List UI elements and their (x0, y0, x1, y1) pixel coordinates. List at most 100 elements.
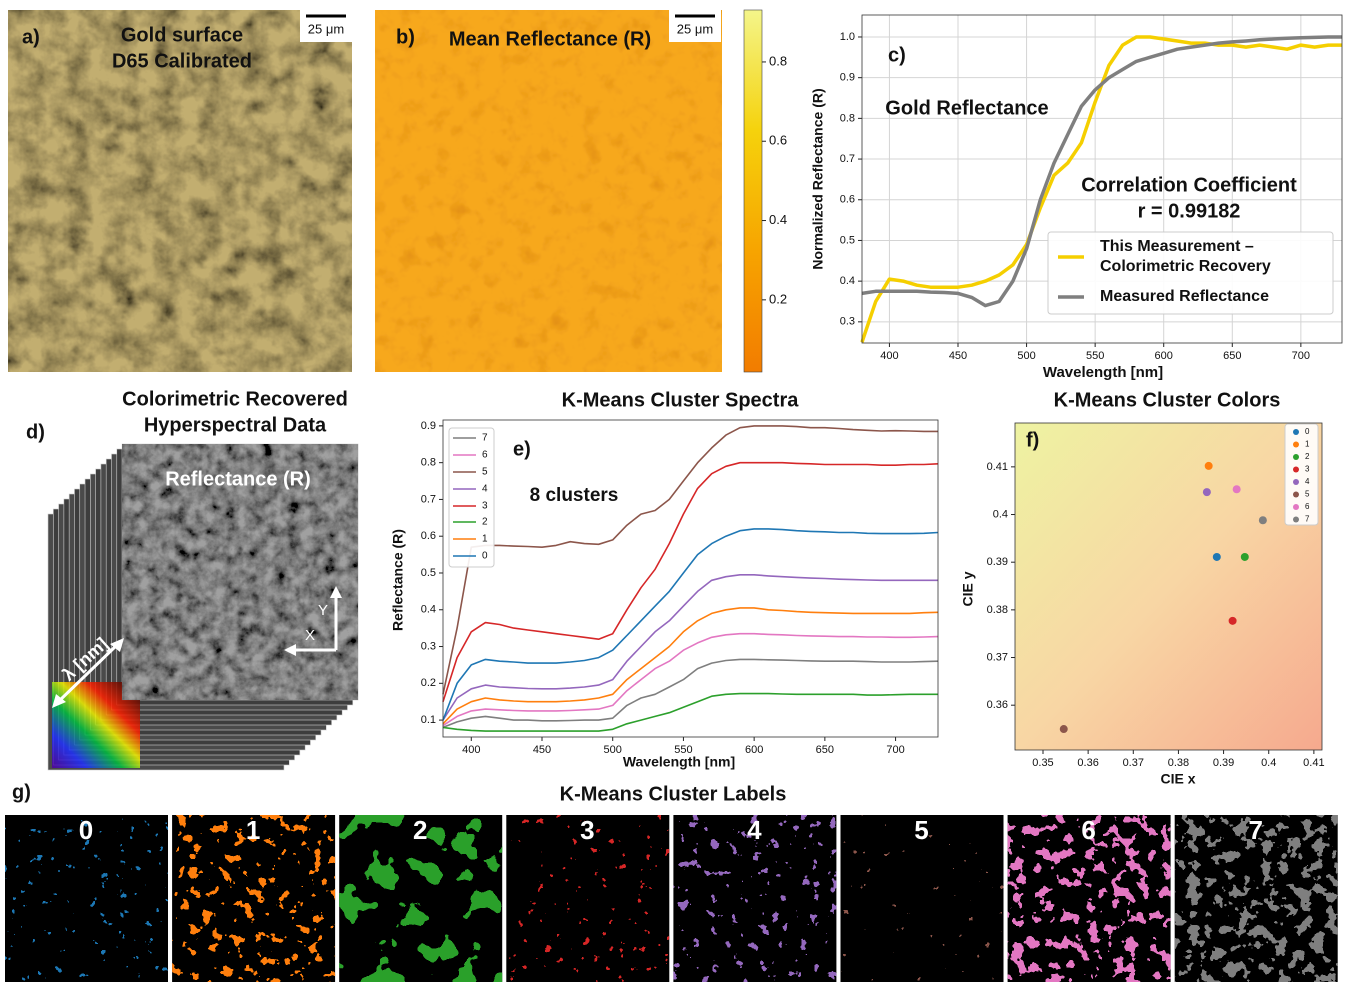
y-tick-label: 0.6 (840, 194, 855, 206)
y-tick-label: 1.0 (840, 31, 855, 43)
series-line (442, 692, 938, 732)
scatter-point (1228, 616, 1237, 625)
legend-label: 0 (1305, 427, 1310, 436)
y-tick-label: 0.4 (840, 275, 855, 287)
series-line (442, 573, 938, 721)
cluster-pixels (1174, 815, 1338, 982)
lambda-arrow-heads (52, 638, 124, 708)
y-tick-label: 0.8 (840, 112, 855, 124)
y-tick-label: 0.5 (421, 567, 436, 579)
legend-marker (1293, 516, 1299, 523)
y-tick-label: 0.41 (987, 461, 1008, 473)
legend-label: 7 (482, 433, 488, 444)
x-tick-label: 0.35 (1032, 757, 1053, 769)
image-subtitle: D65 Calibrated (112, 50, 252, 72)
annotations-corr: Correlation Coefficient (1081, 174, 1297, 196)
cluster-map-label: 3 (580, 815, 594, 845)
y-tick-label: 0.37 (987, 651, 1008, 663)
y-tick-label: 0.6 (769, 133, 787, 148)
legend-label: 1 (482, 534, 488, 545)
x-tick-label: 550 (1086, 350, 1104, 362)
y-tick-label: 0.1 (421, 714, 436, 726)
reflectance-cube-face (122, 444, 358, 700)
legend-marker (1293, 454, 1299, 460)
cluster-pixels (840, 815, 1004, 982)
series-line (442, 461, 939, 702)
cluster-label-maps: 0 1 2 3 4 5 6 7 (5, 815, 1338, 982)
y-tick-label: 0.38 (987, 604, 1008, 616)
y-tick-label: 0.36 (987, 699, 1008, 711)
x-tick-label: 0.41 (1303, 757, 1324, 769)
series-line (442, 528, 939, 721)
legend-label: 6 (482, 450, 488, 461)
y-tick-label: 0.3 (421, 640, 436, 652)
panel-title: K-Means Cluster Labels (560, 783, 787, 805)
legend-marker (1293, 491, 1299, 498)
cluster-map-label: 4 (747, 815, 762, 845)
legend-label: 6 (1305, 502, 1310, 511)
lambda-arrow (56, 642, 120, 704)
x-tick-label: 500 (1017, 350, 1035, 362)
panel-label: b) (396, 26, 415, 48)
legend-label: 2 (482, 517, 488, 528)
image-title: Gold surface (121, 24, 243, 46)
x-tick-label: 550 (674, 744, 692, 756)
x-tick-label: 650 (816, 744, 834, 756)
legend-marker (1293, 479, 1299, 485)
cie-background (1015, 423, 1322, 750)
scale-bar-label: 25 μm (677, 21, 713, 36)
x-tick-label: 500 (604, 744, 622, 756)
x-arrow-head (284, 644, 296, 656)
panel-title: Colorimetric Recovered (122, 388, 348, 410)
legend-box (1047, 231, 1334, 315)
panel-label: a) (22, 26, 40, 48)
title: K-Means Cluster Colors (1054, 389, 1281, 411)
scatter-point (1240, 552, 1249, 561)
y-tick-label: 0.7 (421, 493, 436, 505)
y-tick-label: 0.39 (987, 556, 1008, 568)
y-tick-label: 0.5 (840, 234, 855, 246)
x-tick-label: 450 (949, 350, 967, 362)
annotations-r: r = 0.99182 (1138, 200, 1241, 222)
scatter-point (1059, 725, 1068, 734)
ylabel: Reflectance (R) (390, 529, 406, 631)
legend-label: 3 (482, 501, 488, 512)
cluster-map-label: 1 (246, 815, 260, 845)
cluster-map-label: 6 (1081, 815, 1095, 845)
legend-label: Measured Reflectance (1100, 288, 1269, 305)
series-line (442, 632, 939, 727)
x-tick-label: 450 (533, 744, 551, 756)
panel-subtitle: Hyperspectral Data (144, 414, 327, 436)
annotations-label: f) (1026, 429, 1039, 451)
annotations-title: Gold Reflectance (885, 97, 1048, 119)
plot-frame (861, 14, 1343, 344)
x-tick-label: 0.37 (1123, 757, 1144, 769)
y-tick-label: 0.6 (421, 530, 436, 542)
cluster-pixels (339, 815, 503, 982)
cluster-pixels (506, 815, 670, 982)
colorbar (743, 9, 763, 373)
legend-entry: This Measurement – Colorimetric Recovery (1100, 238, 1271, 275)
legend-label: 2 (1305, 452, 1310, 461)
x-tick-label: 0.39 (1213, 757, 1234, 769)
ylabel: CIE y (960, 571, 976, 606)
legend-label: 1 (1305, 440, 1310, 449)
y-tick-label: 0.2 (769, 291, 787, 306)
y-tick-label: 0.2 (421, 677, 436, 689)
legend-label: 0 (482, 551, 488, 562)
legend-label: 3 (1305, 465, 1310, 474)
scale-bar-label: 25 μm (308, 21, 344, 36)
gold-surface-image (8, 10, 352, 372)
plot-frame (442, 419, 939, 738)
legend-label: 5 (482, 467, 488, 478)
legend-label: 5 (1305, 490, 1310, 499)
legend-label: 4 (482, 484, 488, 495)
scatter-point (1258, 516, 1267, 525)
title: K-Means Cluster Spectra (562, 389, 800, 411)
y-arrow-head (330, 586, 342, 598)
cluster-pixels (673, 815, 837, 982)
x-tick-label: 0.36 (1077, 757, 1098, 769)
scatter-point (1232, 485, 1241, 494)
x-tick-label: 400 (462, 744, 480, 756)
